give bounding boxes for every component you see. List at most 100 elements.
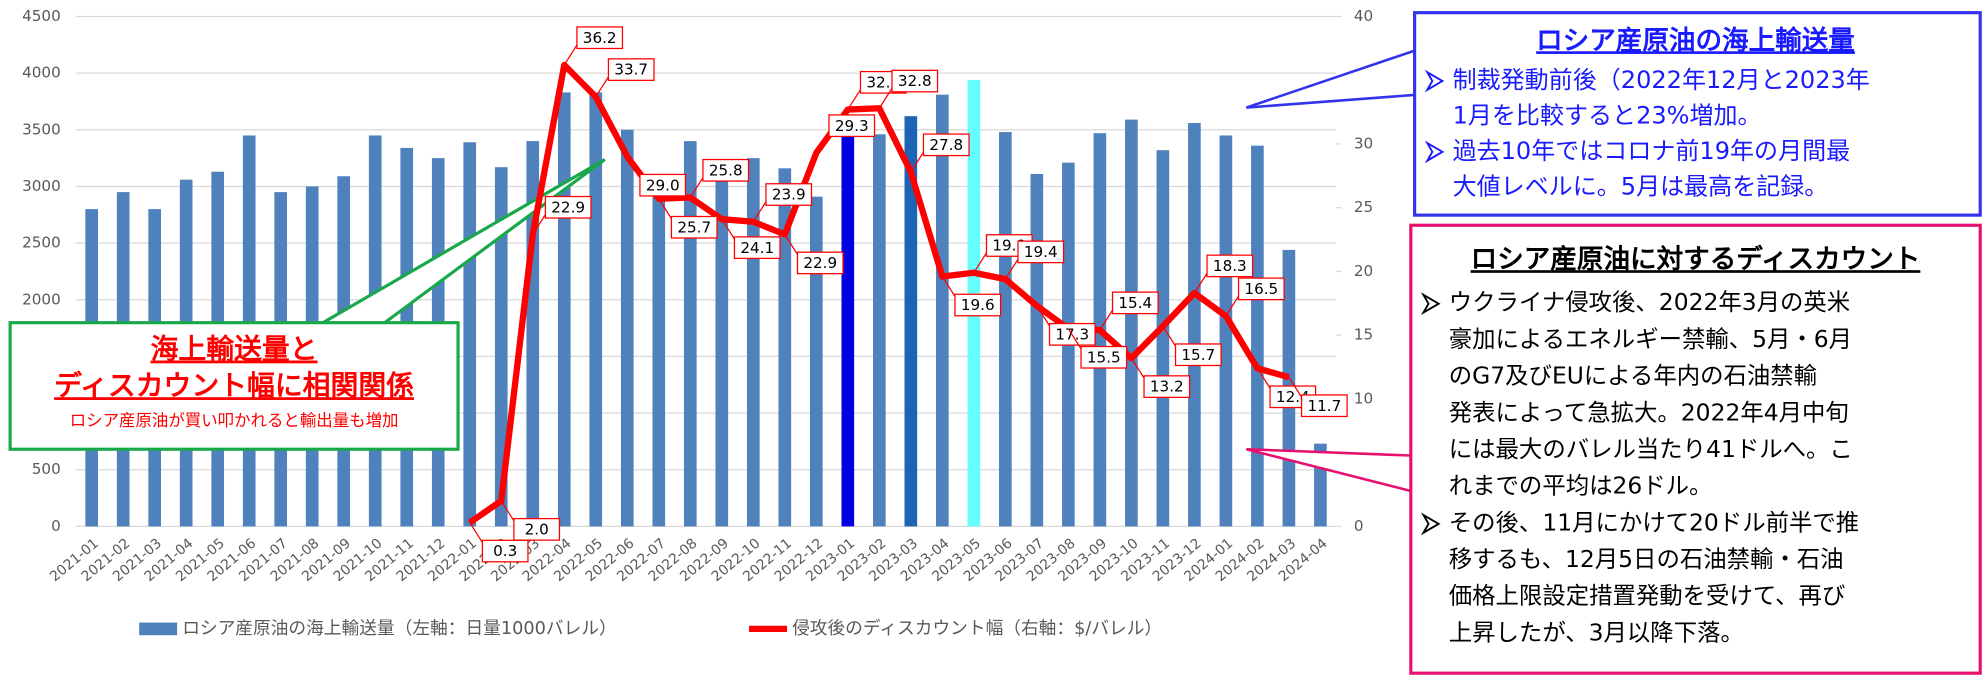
data-label: 15.5 <box>1087 348 1121 366</box>
bar <box>1188 122 1201 527</box>
y2-tick-label: 25 <box>1354 198 1373 216</box>
y-tick-label: 2500 <box>22 234 61 252</box>
data-label: 25.7 <box>677 218 711 236</box>
pointer <box>315 158 606 328</box>
data-label: 19.6 <box>961 296 995 314</box>
bar <box>715 171 729 527</box>
data-label-box <box>670 215 718 239</box>
bar <box>1156 150 1170 527</box>
data-label: 22.9 <box>803 254 837 272</box>
y2-tick-label: 30 <box>1354 134 1373 152</box>
bullet <box>1420 512 1441 536</box>
y2-tick-label: 20 <box>1354 262 1373 280</box>
callout-text: 豪加によるエネルギー禁輸、5月・6月 <box>1449 325 1852 353</box>
bar <box>904 116 918 527</box>
correlation-box <box>8 321 460 451</box>
data-label: 29.0 <box>646 176 680 194</box>
callout-title: ロシア産原油に対するディスカウント <box>1471 244 1921 275</box>
discount-box <box>1409 223 1982 675</box>
callout-text: のG7及びEUによる年内の石油禁輸 <box>1449 362 1817 390</box>
bar <box>494 167 508 527</box>
data-label-box <box>607 58 655 81</box>
y-tick-label: 0 <box>51 517 61 535</box>
callout-text: 1月を比較すると23%増加。 <box>1453 101 1762 129</box>
callout-text: れまでの平均は26ドル。 <box>1449 472 1713 500</box>
callout-text: 価格上限設定措置発動を受けて、再び <box>1449 582 1845 610</box>
data-label-box <box>1300 394 1348 418</box>
data-label: 27.8 <box>929 136 963 154</box>
data-label-box <box>828 114 876 138</box>
y-tick-label: 2000 <box>22 290 61 308</box>
data-label-box <box>954 293 1002 317</box>
y-tick-label: 3500 <box>22 120 61 138</box>
data-label: 11.7 <box>1307 397 1341 415</box>
data-label: 19.4 <box>1024 243 1058 261</box>
callout-text: 移するも、12月5日の石油禁輸・石油 <box>1449 545 1844 573</box>
callout-title: ディスカウント幅に相関関係 <box>54 369 414 402</box>
callout-text: 制裁発動前後（2022年12月と2023年 <box>1453 66 1870 94</box>
shipping-box <box>1413 11 1982 217</box>
callout-text: 発表によって急拡大。2022年4月中旬 <box>1449 398 1849 426</box>
data-label-box <box>481 539 529 563</box>
data-label: 32.8 <box>898 72 932 90</box>
bar <box>463 142 477 527</box>
bar <box>872 134 886 527</box>
y-tick-label: 4500 <box>22 7 61 25</box>
bar <box>589 92 603 527</box>
pointer <box>1245 48 1416 109</box>
data-label: 25.8 <box>709 161 743 179</box>
data-label-box <box>922 133 970 157</box>
plot-area: 0500100015002000250030003500400045000510… <box>22 7 1373 585</box>
data-label-box <box>733 236 781 260</box>
bar <box>999 132 1012 527</box>
data-label-box <box>1017 240 1065 264</box>
callout-text: ウクライナ侵攻後、2022年3月の英米 <box>1449 288 1850 316</box>
bar <box>1219 135 1233 527</box>
callout-title: 海上輸送量と <box>151 333 318 366</box>
callout-note: ロシア産原油が買い叩かれると輸出量も増加 <box>70 411 399 430</box>
data-label: 29.3 <box>835 117 869 135</box>
data-label: 24.1 <box>740 239 774 257</box>
data-label-box <box>1174 343 1222 367</box>
y2-tick-label: 10 <box>1354 389 1373 407</box>
legend-label: 侵攻後のディスカウント幅（右軸：$/バレル） <box>792 618 1162 639</box>
bar <box>746 158 760 527</box>
y-tick-label: 500 <box>32 460 61 478</box>
data-label: 23.9 <box>772 186 806 204</box>
data-label-box <box>1143 375 1191 398</box>
bar <box>936 94 949 527</box>
data-label-box <box>513 517 561 541</box>
y2-tick-label: 0 <box>1354 517 1364 535</box>
callout-text: その後、11月にかけて20ドル前半で推 <box>1449 508 1859 536</box>
data-label: 16.5 <box>1244 280 1278 298</box>
bar <box>620 129 634 527</box>
data-label-box <box>1206 254 1254 278</box>
data-label: 2.0 <box>525 521 549 539</box>
data-label: 0.3 <box>493 542 517 560</box>
bar <box>1030 173 1044 527</box>
y-tick-label: 3000 <box>22 177 61 195</box>
data-label-box <box>576 26 624 50</box>
data-label-box <box>544 195 592 219</box>
callout-text: 上昇したが、3月以降下落。 <box>1449 618 1744 646</box>
bar <box>809 196 823 527</box>
callout-text: には最大のバレル当たり41ドルへ。こ <box>1449 435 1853 463</box>
bullet <box>1424 140 1445 164</box>
data-label-box <box>1111 291 1159 315</box>
callout-text: 大値レベルに。5月は最高を記録。 <box>1453 172 1829 200</box>
data-label: 13.2 <box>1150 378 1184 396</box>
bullet <box>1420 292 1441 316</box>
data-label: 33.7 <box>614 61 648 79</box>
bar <box>557 92 571 527</box>
bullet <box>1424 69 1445 93</box>
callout-text: 過去10年ではコロナ前19年の月間最 <box>1453 137 1851 165</box>
data-label-box <box>639 173 687 197</box>
bar <box>652 176 666 527</box>
data-label-box <box>765 183 813 206</box>
data-label-box <box>702 158 750 182</box>
line <box>467 61 1290 526</box>
data-label-box <box>1080 345 1128 369</box>
legend-swatch <box>139 622 178 636</box>
